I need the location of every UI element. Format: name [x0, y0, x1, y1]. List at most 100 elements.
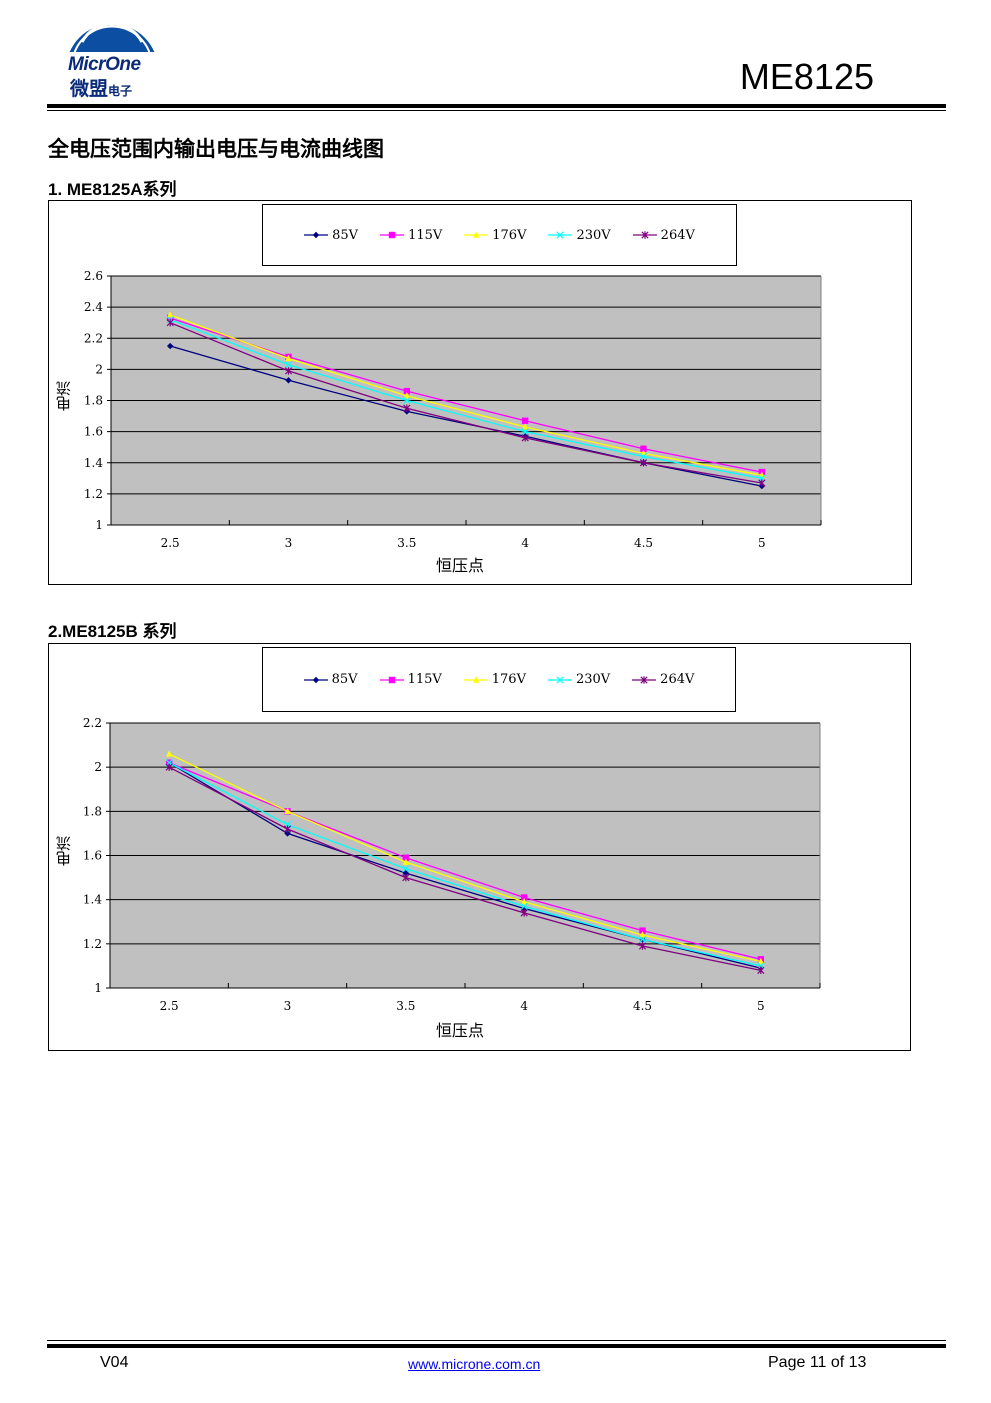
data-point — [403, 404, 411, 412]
x-tick-label: 2.5 — [161, 536, 180, 550]
legend-marker — [472, 675, 479, 683]
legend-label: 264V — [660, 672, 695, 687]
data-point — [640, 445, 647, 452]
legend-swatch-icon — [303, 676, 328, 683]
legend-marker — [556, 231, 565, 239]
legend-item-230V: 230V — [548, 227, 611, 243]
legend-marker — [388, 231, 396, 239]
microne-logo-icon — [66, 22, 158, 70]
legend-label: 85V — [331, 672, 358, 687]
legend-item-264V: 264V — [632, 227, 695, 243]
y-tick-label: 1.6 — [83, 849, 102, 863]
data-point — [520, 898, 528, 905]
model-number: ME8125 — [739, 56, 874, 97]
y-tick-label: 1 — [94, 981, 102, 995]
chart-a-y-label: 电流 — [55, 381, 73, 411]
data-point — [403, 396, 411, 405]
data-point — [403, 387, 411, 395]
series-line — [168, 766, 761, 971]
y-tick-label: 2 — [94, 760, 102, 774]
chart-b-x-label: 恒压点 — [436, 1021, 485, 1040]
legend-marker — [473, 231, 480, 238]
legend-marker — [312, 231, 320, 239]
data-point — [402, 873, 410, 882]
data-point — [402, 854, 410, 861]
y-tick-label: 1.2 — [84, 487, 103, 501]
legend-label: 264V — [660, 227, 695, 243]
logo-cn-sub: 电子 — [108, 84, 133, 98]
x-tick-label: 3.5 — [396, 999, 415, 1013]
legend-label: 85V — [332, 227, 359, 243]
chart-a-plot: 1 1.2 1.4 1.6 1.8 2 2.2 2.4 2.6 2.5 3 3.5 4 4.5 5 — [84, 269, 822, 550]
data-point — [403, 392, 411, 399]
legend-swatch-icon — [464, 231, 489, 238]
data-point — [165, 750, 173, 757]
data-point — [638, 942, 647, 950]
x-tick-label: 3 — [285, 536, 293, 550]
footer-version: V04 — [100, 1354, 129, 1371]
series-line — [169, 314, 762, 476]
series-264V — [166, 318, 766, 487]
series-line — [169, 317, 762, 473]
data-point — [166, 314, 174, 322]
legend-swatch-icon — [304, 231, 329, 239]
x-tick-label: 3 — [284, 999, 292, 1013]
y-tick-label: 2 — [95, 362, 103, 376]
data-point — [520, 894, 528, 901]
data-point — [521, 417, 529, 424]
x-tick-label: 4 — [521, 536, 529, 550]
y-tick-label: 2.2 — [83, 716, 102, 730]
chart-a-x-label: 恒压点 — [436, 556, 485, 575]
data-point — [166, 342, 174, 350]
data-point — [639, 927, 646, 934]
data-point — [285, 354, 292, 362]
data-point — [521, 423, 529, 430]
series-176V — [165, 750, 765, 965]
legend-swatch-icon — [463, 675, 488, 683]
data-point — [520, 902, 528, 910]
data-point — [521, 434, 529, 442]
legend-label: 176V — [492, 227, 527, 243]
series-line — [168, 762, 761, 960]
data-point — [285, 377, 292, 384]
legend-marker — [641, 231, 649, 239]
data-point — [520, 909, 528, 917]
legend-label: 115V — [408, 227, 443, 243]
data-point — [284, 367, 293, 375]
data-point — [757, 957, 765, 965]
x-tick-label: 3.5 — [397, 536, 416, 550]
x-tick-label: 4.5 — [633, 999, 652, 1013]
y-tick-label: 1.8 — [83, 804, 102, 818]
y-tick-label: 2.2 — [84, 331, 103, 345]
legend-item-85V: 85V — [304, 228, 358, 243]
legend-item-230V: 230V — [547, 672, 611, 687]
legend-label: 230V — [576, 227, 611, 243]
x-tick-label: 5 — [757, 999, 765, 1013]
legend-label: 115V — [407, 672, 442, 687]
y-tick-label: 1.6 — [84, 425, 103, 439]
legend-item-85V: 85V — [303, 672, 358, 687]
footer-rule — [47, 1344, 946, 1348]
chart-a-frame: 85V 115V 176V 230V 264V 1 1.2 1.4 1.6 1.8 2 2.2 2.4… — [48, 200, 912, 585]
header-rule-thin — [47, 110, 946, 111]
website-link[interactable]: www.microne.com.cn — [408, 1356, 541, 1372]
data-point — [757, 966, 765, 975]
series-line — [169, 322, 762, 484]
chart-b-plot: 1 1.2 1.4 1.6 1.8 2 2.2 2.5 3 3.5 4 4.5 5 — [83, 716, 821, 1013]
data-point — [284, 361, 293, 369]
legend-swatch-icon — [632, 231, 657, 239]
legend-item-264V: 264V — [632, 672, 694, 687]
series-230V — [166, 315, 766, 482]
chart-b-y-label: 电流 — [55, 836, 73, 866]
logo-chinese-name: 微盟电子 — [70, 74, 132, 101]
data-point — [639, 452, 648, 461]
y-tick-label: 2.4 — [84, 300, 103, 314]
x-tick-label: 2.5 — [160, 999, 179, 1013]
data-point — [166, 311, 174, 318]
series-264V — [165, 763, 765, 975]
footer-page-number: Page 11 of 13 — [768, 1354, 867, 1371]
legend-label: 230V — [575, 672, 611, 687]
footer-website: www.microne.com.cn — [408, 1356, 540, 1374]
chart-a-legend: 85V 115V 176V 230V 264V — [262, 204, 737, 266]
series-line — [169, 318, 762, 479]
